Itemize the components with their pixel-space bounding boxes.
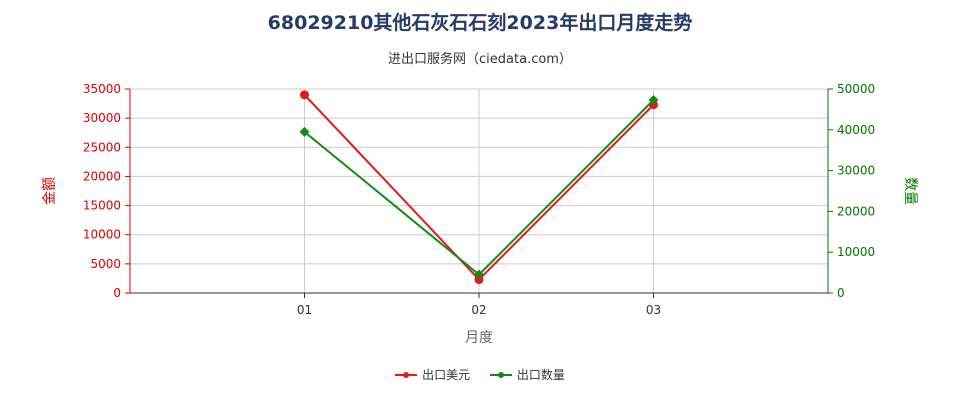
data-point-usd [300, 90, 309, 100]
legend-label-usd: 出口美元 [422, 368, 471, 382]
y-right-tick-label: 0 [837, 286, 845, 300]
y-right-tick-label: 10000 [837, 245, 875, 259]
legend-item-quantity[interactable]: 出口数量 [489, 366, 565, 383]
chart-title: 68029210其他石灰石石刻2023年出口月度走势 [267, 12, 693, 34]
data-point-quantity [299, 126, 310, 137]
y-left-tick-label: 0 [113, 286, 121, 300]
y-left-tick-label: 10000 [83, 228, 121, 242]
x-tick-label: 02 [471, 303, 486, 317]
y-left-tick-label: 20000 [83, 169, 121, 183]
y-right-tick-label: 40000 [837, 123, 875, 137]
y-left-tick-label: 5000 [90, 257, 121, 271]
legend-swatch-quantity [489, 369, 512, 381]
chart-subtitle: 进出口服务网（ciedata.com） [388, 52, 572, 67]
legend-item-usd[interactable]: 出口美元 [395, 366, 470, 383]
y-left-tick-label: 25000 [83, 140, 121, 154]
y-left-tick-label: 15000 [83, 199, 121, 213]
data-point-quantity [474, 269, 484, 280]
y-right-tick-label: 50000 [837, 82, 875, 96]
legend-swatch-usd [395, 369, 418, 381]
y-right-tick-label: 20000 [837, 204, 875, 218]
y-right-tick-label: 30000 [837, 164, 875, 178]
y-left-tick-label: 30000 [83, 111, 121, 125]
x-axis-title: 月度 [465, 330, 493, 346]
legend-label-quantity: 出口数量 [516, 368, 565, 382]
y-axis-right-title: 数量 [902, 177, 918, 205]
data-point-quantity [648, 95, 659, 106]
y-axis-left-title: 金额 [42, 177, 58, 205]
chart-legend: 出口美元 出口数量 [0, 366, 960, 384]
y-left-tick-label: 35000 [83, 82, 121, 96]
x-tick-label: 03 [646, 303, 661, 317]
x-tick-label: 01 [297, 303, 312, 317]
